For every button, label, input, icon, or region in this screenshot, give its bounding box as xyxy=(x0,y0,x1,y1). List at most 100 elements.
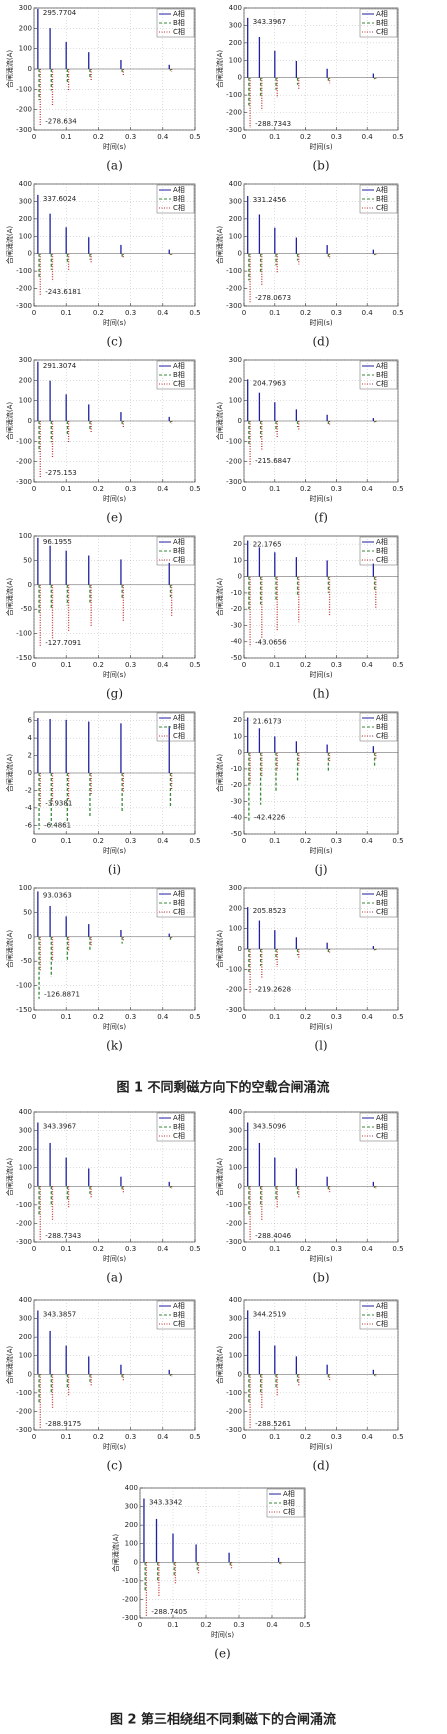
y-tick-label: 400 xyxy=(19,180,32,188)
y-tick-label: -4 xyxy=(25,804,33,812)
legend-entry: C相 xyxy=(376,1319,388,1328)
x-tick-label: 0.4 xyxy=(157,837,169,845)
y-tick-label: 300 xyxy=(19,1127,32,1135)
x-tick-label: 0 xyxy=(138,1621,142,1629)
x-tick-label: 0.5 xyxy=(392,837,403,845)
y-tick-label: -200 xyxy=(16,1219,32,1227)
y-tick-label: 200 xyxy=(19,215,32,223)
y-tick-label: 200 xyxy=(19,1145,32,1153)
y-tick-label: 100 xyxy=(19,45,32,53)
y-axis-label: 合闸涌流(A) xyxy=(215,50,224,89)
plot-area xyxy=(33,887,196,1011)
chart-panel: -300 -200 -100 0 100 200 300 400 0 0.1 0.2 0.3 0.4 0.… xyxy=(111,1484,311,1661)
peak-annotation: 337.6024 xyxy=(43,195,77,203)
y-tick-label: 0 xyxy=(28,1182,32,1190)
x-tick-label: 0.4 xyxy=(362,837,374,845)
y-axis-label: 合闸涌流(A) xyxy=(215,226,224,265)
x-axis-label: 时间(s) xyxy=(309,1442,332,1451)
peak-annotation: 21.6173 xyxy=(253,718,282,726)
x-tick-label: 0.5 xyxy=(189,1245,200,1253)
x-tick-label: 0.1 xyxy=(269,1245,280,1253)
y-tick-label: -300 xyxy=(226,1006,242,1014)
chart-panel: -50 -40 -30 -20 -10 0 10 20 0 0.1 0.2 0.3 0.4 0.5 21.6… xyxy=(215,711,404,877)
plot-area xyxy=(243,183,399,307)
y-tick-label: -200 xyxy=(16,1407,32,1415)
peak-annotation: -127.7091 xyxy=(45,639,81,647)
y-tick-label: 50 xyxy=(23,908,32,916)
y-tick-label: -100 xyxy=(226,965,242,973)
legend-entry: C相 xyxy=(173,555,185,564)
y-tick-label: 100 xyxy=(125,1540,138,1548)
x-axis-label: 时间(s) xyxy=(103,670,126,679)
y-tick-label: -100 xyxy=(226,91,242,99)
chart-panel: -300 -200 -100 0 100 200 300 400 0 0.1 0.2 0.3 0.4 0.… xyxy=(215,4,404,173)
y-tick-label: 0 xyxy=(238,573,242,581)
x-tick-label: 0.2 xyxy=(300,485,311,493)
peak-annotation: -243.6181 xyxy=(45,288,81,296)
y-tick-label: 400 xyxy=(229,1296,242,1304)
y-tick-label: 400 xyxy=(229,1108,242,1116)
y-tick-label: 300 xyxy=(19,1315,32,1323)
y-tick-label: -300 xyxy=(122,1614,138,1622)
x-axis-label: 时间(s) xyxy=(103,846,126,855)
x-tick-label: 0.3 xyxy=(125,133,136,141)
x-tick-label: 0.3 xyxy=(125,309,136,317)
legend-entry: B相 xyxy=(173,546,185,555)
peak-annotation: -288.7343 xyxy=(45,1232,81,1240)
x-tick-label: 0.1 xyxy=(269,837,280,845)
y-axis-label: 合闸涌流(A) xyxy=(215,754,224,793)
y-tick-label: 300 xyxy=(125,1503,138,1511)
x-tick-label: 0.3 xyxy=(331,133,342,141)
y-tick-label: 100 xyxy=(229,232,242,240)
x-tick-label: 0.3 xyxy=(331,661,342,669)
x-tick-label: 0 xyxy=(242,1433,246,1441)
x-tick-label: 0.2 xyxy=(300,661,311,669)
plot-area xyxy=(243,7,399,131)
y-tick-label: -300 xyxy=(16,1238,32,1246)
y-tick-label: 200 xyxy=(19,1333,32,1341)
legend-box xyxy=(156,536,195,566)
y-tick-label: -50 xyxy=(21,605,32,613)
legend-entry: B相 xyxy=(173,898,185,907)
peak-annotation: 295.7704 xyxy=(43,9,77,17)
peak-annotation: 331.2456 xyxy=(253,196,287,204)
x-tick-label: 0.3 xyxy=(125,1245,136,1253)
y-tick-label: 0 xyxy=(28,933,32,941)
y-tick-label: 200 xyxy=(229,376,242,384)
legend-box xyxy=(359,712,398,742)
y-tick-label: -50 xyxy=(231,830,242,838)
panel-label: (k) xyxy=(106,1039,123,1053)
x-tick-label: 0.4 xyxy=(157,1245,169,1253)
y-tick-label: 0 xyxy=(238,1182,242,1190)
legend-entry: A相 xyxy=(376,1113,388,1122)
legend-box xyxy=(359,184,398,214)
chart-panel: -300 -200 -100 0 100 200 300 0 0.1 0.2 0.3 0.4 0.5 29… xyxy=(5,356,201,525)
x-tick-label: 0.1 xyxy=(61,309,72,317)
x-tick-label: 0 xyxy=(242,133,246,141)
x-tick-label: 0.3 xyxy=(125,661,136,669)
plot-area xyxy=(33,1299,196,1431)
chart-panel: -300 -200 -100 0 100 200 300 400 0 0.1 0.2 0.3 0.4 0.… xyxy=(5,1296,201,1473)
x-tick-label: 0.1 xyxy=(61,1433,72,1441)
y-axis-label: 合闸涌流(A) xyxy=(215,1158,224,1197)
x-tick-label: 0 xyxy=(32,485,36,493)
y-tick-label: 100 xyxy=(229,925,242,933)
legend-entry: A相 xyxy=(173,537,185,546)
y-tick-label: 300 xyxy=(19,4,32,12)
peak-annotation: -215.6847 xyxy=(255,457,291,465)
y-tick-label: -50 xyxy=(231,654,242,662)
legend-box xyxy=(359,360,398,390)
chart-panel: -150 -100 -50 0 50 100 0 0.1 0.2 0.3 0.4 0.5 93.0363… xyxy=(5,884,201,1053)
x-tick-label: 0 xyxy=(32,1433,36,1441)
peak-annotation: 96.1955 xyxy=(43,538,72,546)
legend-entry: B相 xyxy=(376,18,388,27)
x-tick-label: 0.3 xyxy=(125,1433,136,1441)
x-tick-label: 0.2 xyxy=(300,837,311,845)
legend-entry: B相 xyxy=(376,722,388,731)
y-tick-label: -300 xyxy=(16,302,32,310)
x-axis-label: 时间(s) xyxy=(309,1254,332,1263)
peak-annotation: -278.0673 xyxy=(255,294,291,302)
y-tick-label: 400 xyxy=(19,1108,32,1116)
y-tick-label: -300 xyxy=(226,302,242,310)
y-axis-label: 合闸涌流(A) xyxy=(5,402,14,441)
